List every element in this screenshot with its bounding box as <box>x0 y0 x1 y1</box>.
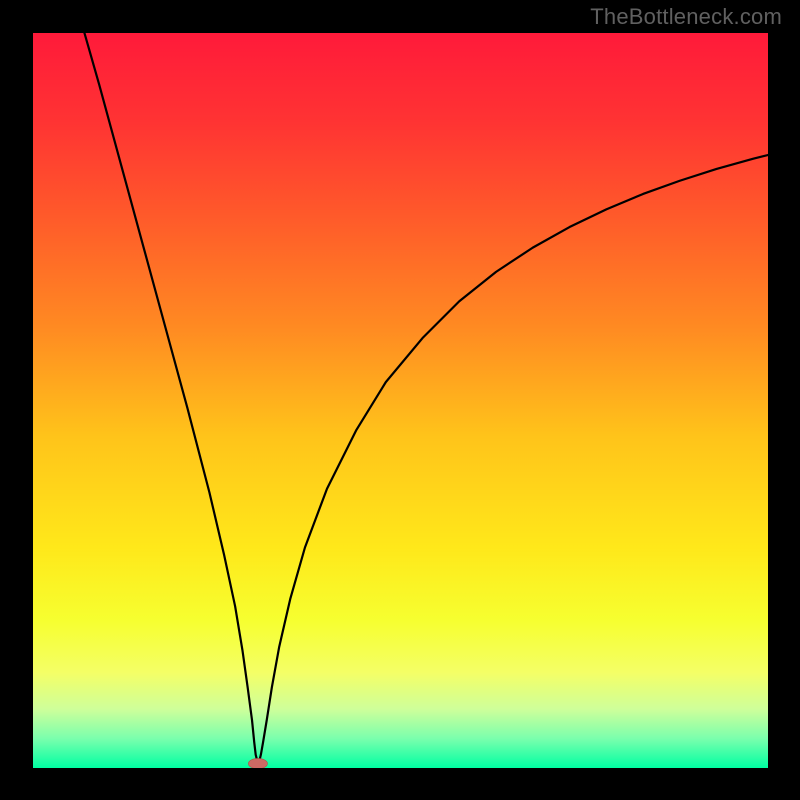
gradient-background <box>33 33 768 768</box>
watermark-text: TheBottleneck.com <box>590 4 782 30</box>
bottleneck-curve-chart <box>33 33 768 768</box>
chart-svg <box>33 33 768 768</box>
chart-frame: TheBottleneck.com <box>0 0 800 800</box>
optimal-point-marker <box>248 758 267 768</box>
